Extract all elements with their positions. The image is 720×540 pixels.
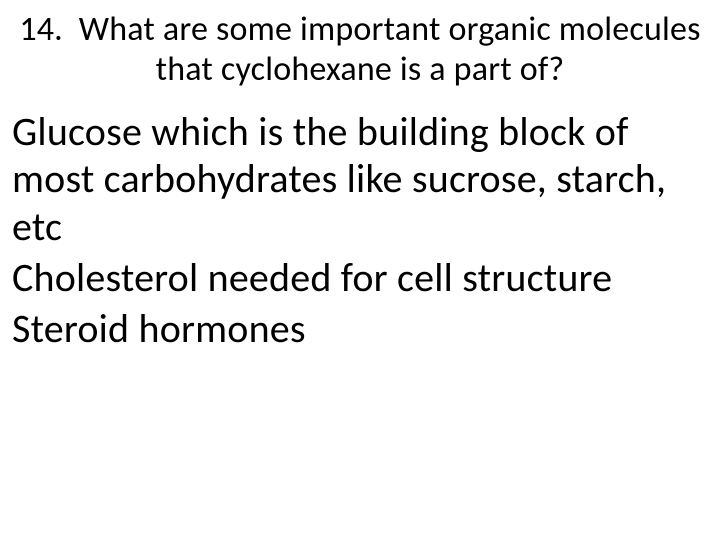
answer-line: Steroid hormones <box>12 305 708 352</box>
answer-block: Glucose which is the building block of m… <box>12 108 708 352</box>
answer-line: Cholesterol needed for cell structure <box>12 254 708 301</box>
question-heading: 14. What are some important organic mole… <box>12 10 708 90</box>
answer-line: Glucose which is the building block of m… <box>12 108 708 250</box>
question-number: 14. <box>19 9 63 50</box>
question-text: What are some important organic molecule… <box>79 9 701 90</box>
slide: 14. What are some important organic mole… <box>0 0 720 540</box>
